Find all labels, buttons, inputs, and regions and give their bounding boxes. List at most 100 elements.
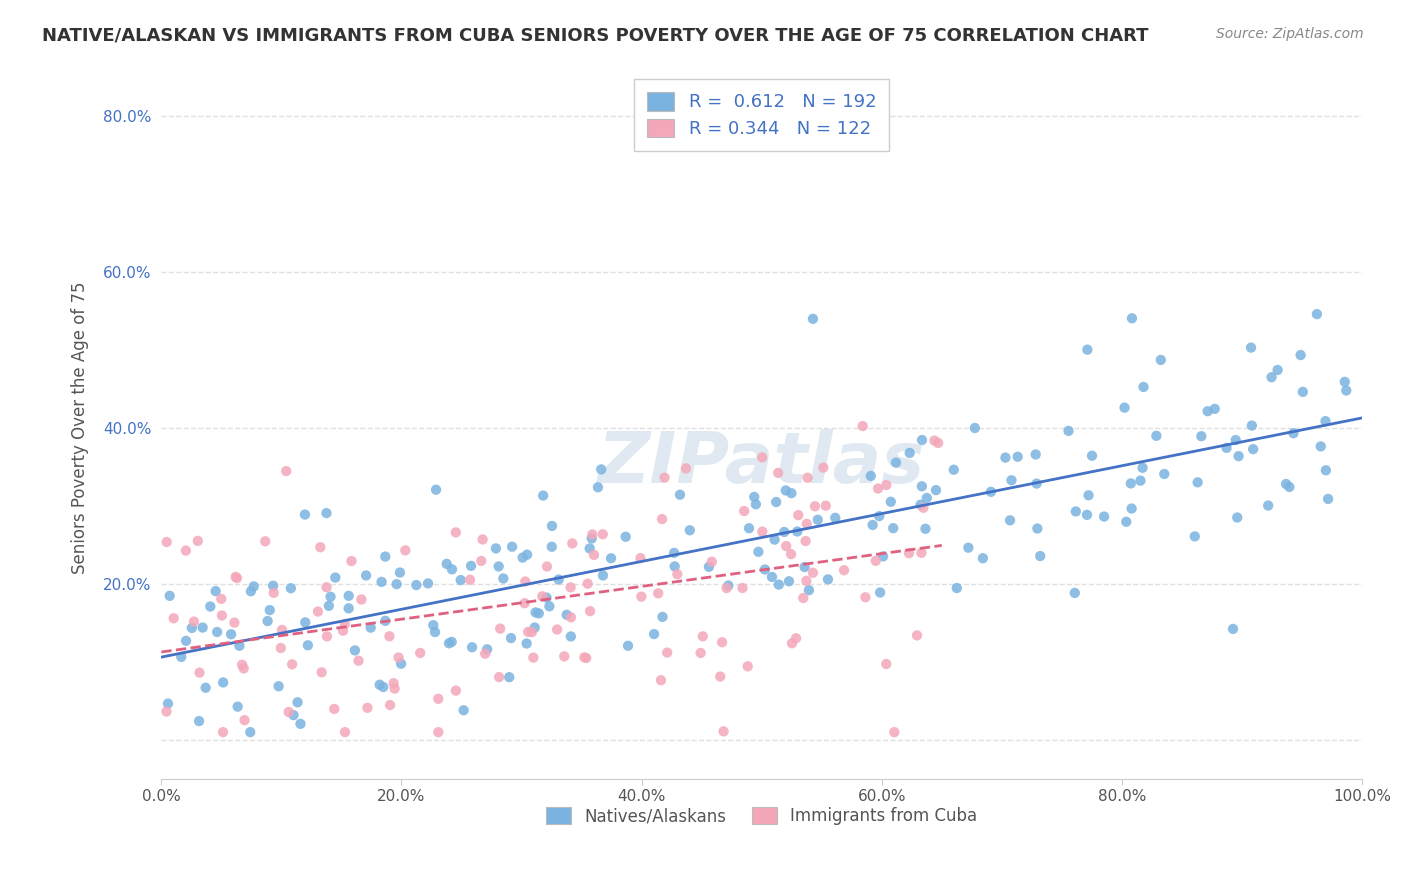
Point [1119, 476, 1142, 491]
Point [942, 463, 965, 477]
Point [1007, 450, 1029, 464]
Point [865, 554, 887, 568]
Point [1317, 491, 1340, 506]
Point [560, 610, 582, 624]
Point [536, 559, 558, 574]
Point [522, 650, 544, 665]
Point [1315, 463, 1337, 477]
Point [898, 546, 921, 560]
Point [869, 585, 891, 599]
Point [204, 584, 226, 599]
Point [333, 725, 356, 739]
Point [666, 567, 689, 582]
Point [592, 568, 614, 582]
Point [582, 548, 605, 562]
Point [794, 534, 817, 549]
Point [1289, 348, 1312, 362]
Point [561, 536, 583, 550]
Point [226, 571, 249, 585]
Point [315, 506, 337, 520]
Point [793, 560, 815, 574]
Point [578, 541, 600, 556]
Point [1025, 476, 1047, 491]
Point [925, 483, 948, 497]
Y-axis label: Seniors Poverty Over the Age of 75: Seniors Poverty Over the Age of 75 [72, 282, 89, 574]
Point [378, 629, 401, 643]
Point [212, 675, 235, 690]
Point [319, 590, 342, 604]
Point [742, 490, 765, 504]
Point [1309, 439, 1331, 453]
Point [239, 584, 262, 599]
Point [470, 554, 492, 568]
Point [180, 621, 202, 635]
Point [575, 651, 598, 665]
Point [382, 676, 405, 690]
Point [852, 419, 875, 434]
Point [1184, 529, 1206, 543]
Point [669, 488, 692, 502]
Point [765, 495, 787, 509]
Point [450, 573, 472, 587]
Point [280, 581, 302, 595]
Point [309, 541, 332, 555]
Point [614, 530, 637, 544]
Point [444, 683, 467, 698]
Point [498, 670, 520, 684]
Point [531, 590, 554, 604]
Point [499, 631, 522, 645]
Point [394, 543, 416, 558]
Point [183, 615, 205, 629]
Point [1081, 449, 1104, 463]
Point [884, 456, 907, 470]
Point [547, 573, 569, 587]
Point [796, 574, 818, 588]
Point [541, 519, 564, 533]
Point [1029, 549, 1052, 563]
Point [651, 512, 673, 526]
Point [350, 592, 373, 607]
Point [287, 695, 309, 709]
Point [775, 539, 797, 553]
Text: Source: ZipAtlas.com: Source: ZipAtlas.com [1216, 27, 1364, 41]
Point [1115, 515, 1137, 529]
Point [872, 549, 894, 564]
Point [883, 725, 905, 739]
Point [560, 630, 582, 644]
Point [422, 618, 444, 632]
Point [409, 646, 432, 660]
Point [1240, 341, 1263, 355]
Point [692, 629, 714, 643]
Point [239, 725, 262, 739]
Point [1260, 370, 1282, 384]
Point [737, 659, 759, 673]
Point [832, 563, 855, 577]
Point [474, 647, 496, 661]
Point [761, 570, 783, 584]
Point [1187, 475, 1209, 490]
Point [1225, 433, 1247, 447]
Point [163, 611, 186, 625]
Point [200, 599, 222, 614]
Point [516, 636, 538, 650]
Point [1215, 441, 1237, 455]
Point [792, 591, 814, 605]
Legend: Natives/Alaskans, Immigrants from Cuba: Natives/Alaskans, Immigrants from Cuba [538, 799, 986, 834]
Point [270, 640, 292, 655]
Point [242, 579, 264, 593]
Point [679, 523, 702, 537]
Point [524, 606, 547, 620]
Point [194, 681, 217, 695]
Point [453, 703, 475, 717]
Point [281, 657, 304, 672]
Point [337, 601, 360, 615]
Point [360, 621, 382, 635]
Point [513, 596, 536, 610]
Point [209, 591, 232, 606]
Point [617, 639, 640, 653]
Point [630, 551, 652, 566]
Point [219, 627, 242, 641]
Point [657, 646, 679, 660]
Point [1076, 508, 1098, 522]
Point [963, 421, 986, 435]
